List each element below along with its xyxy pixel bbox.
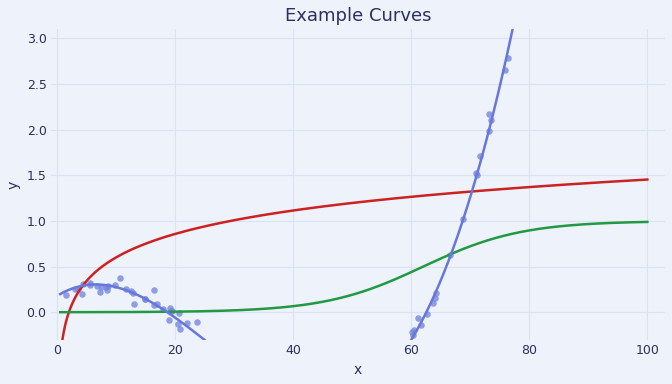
Point	[95, 289, 106, 295]
Point	[415, 322, 426, 328]
Point	[235, 362, 246, 368]
Point	[236, 370, 247, 376]
Point	[474, 153, 485, 159]
Point	[85, 281, 95, 288]
Point	[70, 286, 81, 293]
Point	[101, 284, 112, 290]
Point	[73, 286, 83, 292]
Point	[139, 296, 150, 302]
Point	[216, 350, 227, 356]
Point	[422, 311, 433, 318]
Point	[404, 344, 415, 351]
Point	[172, 321, 183, 328]
Point	[413, 314, 423, 321]
Point	[115, 275, 126, 281]
Point	[239, 359, 250, 365]
Point	[386, 359, 396, 365]
Point	[502, 55, 513, 61]
Point	[167, 308, 177, 314]
Point	[129, 301, 140, 307]
Point	[484, 128, 495, 134]
Point	[222, 357, 233, 363]
Point	[204, 346, 214, 352]
Point	[96, 284, 107, 290]
Point	[227, 367, 238, 373]
Point	[149, 287, 160, 293]
Point	[126, 288, 136, 294]
Point	[266, 377, 277, 384]
Point	[121, 286, 132, 292]
Point	[373, 375, 384, 381]
Point	[251, 374, 262, 381]
Point	[429, 295, 440, 301]
Point	[175, 326, 185, 332]
Point	[76, 291, 87, 297]
Point	[140, 296, 151, 302]
Point	[157, 306, 168, 313]
Point	[407, 332, 418, 338]
Point	[164, 317, 175, 323]
Title: Example Curves: Example Curves	[285, 7, 431, 25]
Point	[470, 170, 481, 176]
Point	[458, 216, 468, 222]
Point	[430, 290, 441, 296]
Point	[511, 7, 521, 13]
X-axis label: x: x	[354, 363, 362, 377]
Point	[165, 305, 175, 311]
Point	[375, 382, 386, 384]
Point	[445, 252, 456, 258]
Point	[508, 19, 519, 25]
Point	[174, 310, 185, 316]
Point	[241, 371, 252, 377]
Y-axis label: y: y	[7, 180, 21, 189]
Point	[166, 308, 177, 314]
Point	[101, 286, 112, 293]
Point	[240, 372, 251, 378]
Point	[409, 327, 420, 333]
Point	[472, 172, 482, 178]
Point	[248, 380, 259, 384]
Point	[407, 329, 418, 336]
Point	[485, 117, 496, 123]
Point	[61, 292, 72, 298]
Point	[152, 301, 163, 307]
Point	[182, 320, 193, 326]
Point	[362, 377, 372, 383]
Point	[509, 14, 519, 20]
Point	[484, 111, 495, 117]
Point	[84, 280, 95, 286]
Point	[499, 67, 510, 73]
Point	[91, 283, 102, 289]
Point	[78, 281, 89, 287]
Point	[228, 365, 239, 371]
Point	[228, 359, 239, 365]
Point	[128, 290, 138, 296]
Point	[149, 302, 160, 308]
Point	[209, 348, 220, 354]
Point	[110, 281, 120, 288]
Point	[192, 319, 202, 325]
Point	[508, 22, 519, 28]
Point	[377, 370, 388, 376]
Point	[428, 300, 439, 306]
Point	[248, 369, 259, 375]
Point	[103, 283, 114, 290]
